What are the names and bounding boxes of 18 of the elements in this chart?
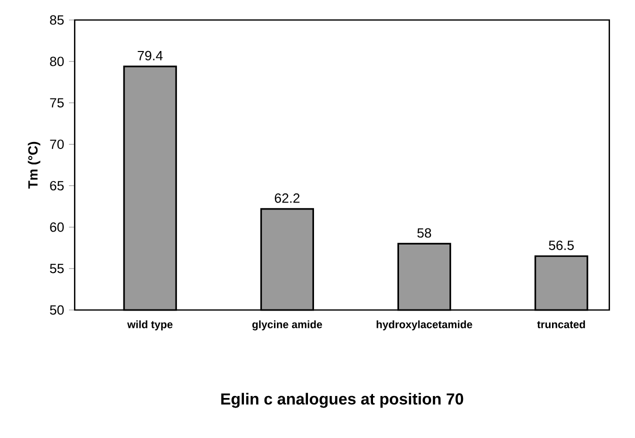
x-axis-title: Eglin c analogues at position 70 xyxy=(221,392,464,408)
data-label: 56.5 xyxy=(548,240,574,250)
data-label: 58 xyxy=(417,228,432,238)
x-tick-label: glycine amide xyxy=(252,320,322,330)
y-tick-label: 85 xyxy=(50,15,64,25)
y-axis-title: Tm (°C) xyxy=(28,142,40,189)
y-tick-label: 70 xyxy=(50,140,64,149)
y-tick-label: 75 xyxy=(50,98,64,108)
y-tick-label: 80 xyxy=(50,56,64,66)
x-tick-label: hydroxylacetamide xyxy=(376,320,472,330)
data-label: 79.4 xyxy=(138,50,163,60)
x-tick-label: wild type xyxy=(127,320,173,330)
x-tick-label: truncated xyxy=(537,320,585,328)
data-label: 62.2 xyxy=(274,193,300,203)
y-tick-label: 65 xyxy=(50,180,64,190)
y-tick-label: 55 xyxy=(50,264,64,274)
y-tick-label: 60 xyxy=(50,222,64,232)
y-tick-label: 50 xyxy=(50,305,64,315)
